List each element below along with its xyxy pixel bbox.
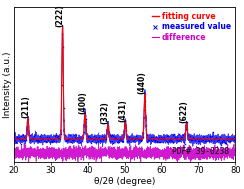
Text: (222): (222) [55,5,64,27]
Text: (400): (400) [78,91,87,114]
Text: (211): (211) [21,95,30,118]
Text: PDF# 39-0238: PDF# 39-0238 [172,147,229,156]
Text: (431): (431) [118,99,127,122]
Y-axis label: Intensity (a.u.): Intensity (a.u.) [3,51,12,118]
Text: (622): (622) [179,100,188,123]
Legend: fitting curve, measured value, difference: fitting curve, measured value, differenc… [151,11,231,43]
Text: (440): (440) [138,71,147,94]
Text: (332): (332) [101,101,110,124]
X-axis label: θ/2θ (degree): θ/2θ (degree) [94,177,155,186]
